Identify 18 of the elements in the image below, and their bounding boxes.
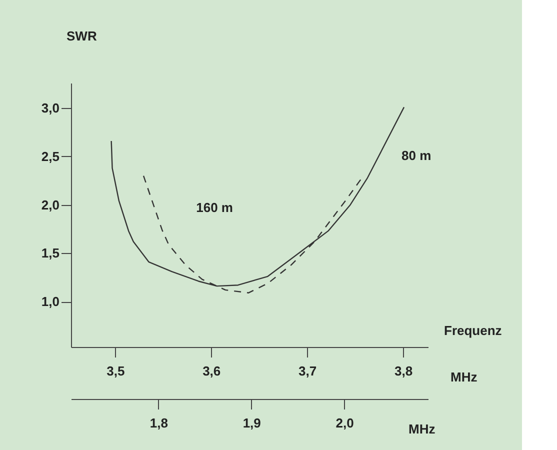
x2-tick-label: 2,0 xyxy=(336,416,354,430)
x-tick-label: 3,5 xyxy=(106,364,125,378)
text: 160 m xyxy=(196,200,233,215)
x-tick-label: 3,7 xyxy=(298,364,317,378)
text: Frequenz xyxy=(444,323,502,338)
series-label: 80 m xyxy=(402,148,432,163)
y-tick-label: 1,0 xyxy=(41,294,60,310)
x2-tick-label: 1,9 xyxy=(242,416,261,430)
x-axis-title: MHz xyxy=(450,370,478,384)
y-tick-label: 2,0 xyxy=(41,197,60,212)
x2-tick-label: 1,8 xyxy=(150,416,168,430)
y-tick-label: 2,5 xyxy=(41,148,60,164)
y-tick-label: 1,5 xyxy=(41,246,60,261)
y-axis-title: SWR xyxy=(66,28,98,44)
x-tick-label: 3,6 xyxy=(202,364,221,378)
x-tick-label: 3,8 xyxy=(394,364,413,378)
y-tick-label: 3,0 xyxy=(41,100,60,116)
x2-axis-title: MHz xyxy=(408,422,436,436)
